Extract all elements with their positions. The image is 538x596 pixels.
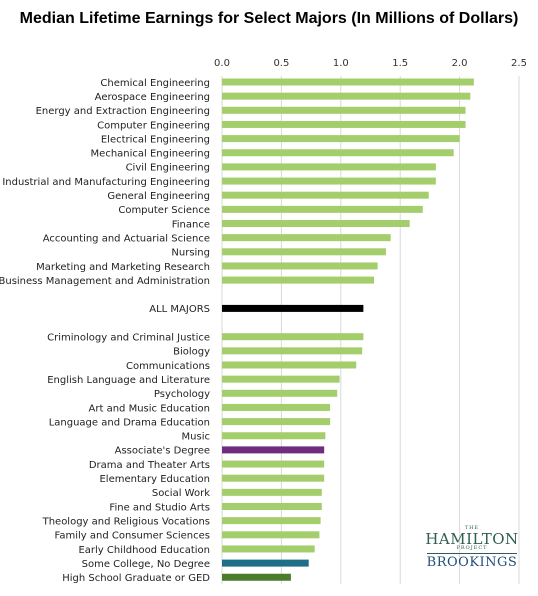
category-label: Family and Consumer Sciences <box>55 531 211 542</box>
bar-some-college-no-degree <box>222 559 309 567</box>
category-label: Chemical Engineering <box>100 78 210 89</box>
bar-aerospace-engineering <box>222 92 471 100</box>
bar-theology-and-religious-vocations <box>222 517 321 525</box>
gridlines <box>221 76 520 584</box>
bar-electrical-engineering <box>222 135 460 143</box>
bar-chemical-engineering <box>222 78 474 86</box>
category-label: Language and Drama Education <box>49 417 210 428</box>
x-tick-label: 0.0 <box>214 58 230 69</box>
x-tick-label: 1.5 <box>392 58 408 69</box>
category-label: High School Graduate or GED <box>62 573 210 584</box>
logo-brookings: BROOKINGS <box>426 555 518 570</box>
category-label: Biology <box>173 347 210 358</box>
category-label: English Language and Literature <box>47 375 210 386</box>
category-label: Computer Science <box>118 205 210 216</box>
category-label: Elementary Education <box>99 474 210 485</box>
bar-drama-and-theater-arts <box>222 460 325 468</box>
category-label: Criminology and Criminal Justice <box>47 333 210 344</box>
bar-computer-science <box>222 205 423 213</box>
category-label: Aerospace Engineering <box>95 92 210 103</box>
logo-project: PROJECT <box>456 545 488 551</box>
category-label: Business Management and Administration <box>0 276 210 287</box>
category-label: Some College, No Degree <box>82 559 210 570</box>
category-label: Theology and Religious Vocations <box>42 516 210 527</box>
bar-early-childhood-education <box>222 545 315 553</box>
category-label: Associate's Degree <box>115 446 210 457</box>
bar-associate-s-degree <box>222 446 325 454</box>
bar-psychology <box>222 389 338 397</box>
bar-biology <box>222 347 363 355</box>
bar-nursing <box>222 248 386 256</box>
category-label: Computer Engineering <box>97 120 210 131</box>
category-label: Art and Music Education <box>89 403 210 414</box>
x-tick-label: 0.5 <box>273 58 289 69</box>
bar-computer-engineering <box>222 120 466 128</box>
category-label: Communications <box>126 361 210 372</box>
logo-the: THE <box>464 525 480 531</box>
bar-mechanical-engineering <box>222 149 454 157</box>
bar-accounting-and-actuarial-science <box>222 234 391 242</box>
x-tick-label: 2.5 <box>511 58 527 69</box>
category-label: ALL MAJORS <box>149 304 210 315</box>
category-label: Music <box>182 432 210 443</box>
category-label: Accounting and Actuarial Science <box>43 233 210 244</box>
category-label: General Engineering <box>107 191 210 202</box>
logo-divider <box>427 553 517 554</box>
category-labels: Chemical Engineering Aerospace Engineerin… <box>0 78 210 584</box>
bars <box>222 78 474 581</box>
bar-english-language-and-literature <box>222 375 340 383</box>
category-label: Marketing and Marketing Research <box>36 262 210 273</box>
category-label: Fine and Studio Arts <box>109 502 210 513</box>
bar-all-majors <box>222 304 364 312</box>
x-axis-ticks: 0.0 0.5 1.0 1.5 2.0 2.5 <box>214 58 527 69</box>
bar-fine-and-studio-arts <box>222 503 322 510</box>
bar-elementary-education <box>222 474 325 482</box>
category-label: Psychology <box>154 389 210 400</box>
bar-business-management-and-administration <box>222 276 375 284</box>
bar-marketing-and-marketing-research <box>222 262 378 270</box>
bar-criminology-and-criminal-justice <box>222 333 364 341</box>
bar-civil-engineering <box>222 163 436 171</box>
x-tick-label: 2.0 <box>452 58 468 69</box>
bar-family-and-consumer-sciences <box>222 531 320 539</box>
category-label: Nursing <box>171 248 210 259</box>
bar-language-and-drama-education <box>222 418 331 426</box>
hamilton-brookings-logo: THE HAMILTON PROJECT BROOKINGS <box>421 525 523 570</box>
bar-industrial-and-manufacturing-engineering <box>222 177 436 185</box>
category-label: Industrial and Manufacturing Engineering <box>2 177 210 188</box>
bar-general-engineering <box>222 191 429 199</box>
bar-communications <box>222 361 357 369</box>
x-tick-label: 1.0 <box>333 58 349 69</box>
category-label: Energy and Extraction Engineering <box>36 106 210 117</box>
bar-finance <box>222 220 410 227</box>
bar-energy-and-extraction-engineering <box>222 106 466 114</box>
chart-title: Median Lifetime Earnings for Select Majo… <box>19 10 519 27</box>
bar-music <box>222 432 326 440</box>
category-label: Early Childhood Education <box>78 545 210 556</box>
category-label: Civil Engineering <box>126 163 210 174</box>
category-label: Drama and Theater Arts <box>89 460 210 471</box>
bar-social-work <box>222 488 322 496</box>
logo-hamilton: HAMILTON <box>425 530 519 548</box>
bar-art-and-music-education <box>222 403 331 411</box>
category-label: Social Work <box>152 488 210 499</box>
category-label: Mechanical Engineering <box>91 149 210 160</box>
bar-high-school-graduate-or-ged <box>222 573 291 581</box>
category-label: Electrical Engineering <box>101 134 210 145</box>
category-label: Finance <box>172 219 210 230</box>
